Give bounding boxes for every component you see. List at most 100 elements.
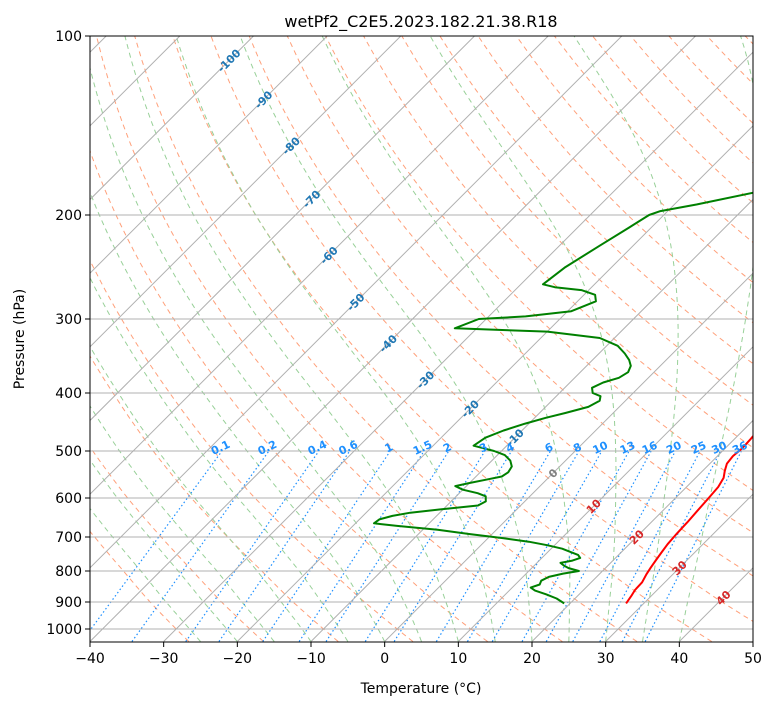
isotherm-label: -30 <box>414 368 437 391</box>
plot-area: -100-90-80-70-60-50-40-30-20-10010203040… <box>0 9 775 642</box>
mixing-ratio-line <box>185 450 320 642</box>
moist-adiabat-line <box>429 36 617 642</box>
dry-adiabat-line <box>553 36 753 244</box>
y-axis-label: Pressure (hPa) <box>12 289 28 389</box>
isotherm-line <box>90 36 476 422</box>
isotherm-label: 40 <box>714 588 734 608</box>
isotherm-line <box>678 567 753 642</box>
isotherm-label: -90 <box>252 88 275 111</box>
y-tick-label: 300 <box>55 312 82 328</box>
y-tick-label: 200 <box>55 208 82 224</box>
x-axis: −40 −30 −20 −10 0 10 20 30 40 50 <box>75 642 762 667</box>
x-tick-label: −30 <box>149 651 179 667</box>
mixing-ratio-line <box>218 450 351 642</box>
mixing-ratio-label: 0.2 <box>256 438 279 458</box>
y-tick-label: 500 <box>55 444 82 460</box>
moist-adiabat-line <box>90 190 386 642</box>
mixing-ratio-line <box>572 450 676 642</box>
mixing-ratio-line <box>325 450 450 642</box>
x-tick-label: −10 <box>296 651 326 667</box>
dry-adiabat-line <box>324 36 753 492</box>
dry-adiabat-line <box>172 36 712 642</box>
isotherm-line <box>90 36 402 348</box>
moist-adiabat-line <box>573 36 679 642</box>
moist-adiabat-line <box>175 36 496 642</box>
dry-adiabat-line <box>757 9 775 642</box>
moist-adiabat-line <box>90 345 312 642</box>
dry-adiabat-line <box>210 36 753 622</box>
x-tick-label: 50 <box>744 651 762 667</box>
isotherm-line <box>236 125 753 642</box>
chart-title: wetPf2_C2E5.2023.182.21.38.R18 <box>284 12 557 32</box>
mixing-ratio-line <box>364 450 486 642</box>
dry-adiabat-line <box>90 530 190 642</box>
isotherms <box>0 9 753 642</box>
mixing-ratio-line <box>491 450 603 642</box>
x-tick-label: −20 <box>223 651 253 667</box>
isotherm-line <box>90 36 697 642</box>
x-tick-label: 0 <box>380 651 389 667</box>
y-tick-label: 1000 <box>46 622 82 638</box>
mixing-ratio-label: 10 <box>591 439 611 457</box>
dry-adiabat-line <box>477 36 753 324</box>
isotherm-line <box>90 36 623 569</box>
isotherm-line <box>90 36 549 495</box>
isotherm-line <box>90 36 181 127</box>
mixing-ratio-label: 0.1 <box>209 438 232 458</box>
mixing-ratio-label: 1 <box>383 440 395 455</box>
x-tick-label: 30 <box>597 651 615 667</box>
x-axis-label: Temperature (°C) <box>360 681 482 697</box>
mixing-ratio-line <box>521 450 630 642</box>
moist-adiabat-line <box>124 36 459 642</box>
isotherm-line <box>0 9 60 642</box>
mixing-ratio-label: 25 <box>689 439 708 457</box>
dry-adiabat-line <box>439 36 753 365</box>
dry-adiabat-line <box>630 36 753 164</box>
dry-adiabat-line <box>591 36 753 204</box>
y-tick-label: 600 <box>55 491 82 507</box>
isotherm-line <box>752 640 753 642</box>
x-tick-label: −40 <box>75 651 105 667</box>
isotherm-line <box>90 36 328 274</box>
dry-adiabat-line <box>363 36 753 449</box>
moist-adiabat-line <box>90 65 422 642</box>
isotherm-line <box>90 36 255 201</box>
sounding-series <box>373 191 753 605</box>
temperature-line <box>625 434 753 604</box>
mixing-ratio-line <box>435 450 552 642</box>
mixing-ratio-label: 16 <box>640 439 660 457</box>
x-tick-label: 20 <box>523 651 541 667</box>
isotherm-line <box>531 419 753 642</box>
moist-adiabat-line <box>90 459 238 642</box>
mixing-ratio-line <box>131 450 270 642</box>
mixing-ratio-label: 36 <box>730 439 750 457</box>
mixing-ratio-label: 30 <box>709 439 729 457</box>
y-tick-label: 400 <box>55 386 82 402</box>
mixing-ratio-line <box>298 450 425 642</box>
moist-adiabat-line <box>90 507 201 642</box>
moist-adiabat-line <box>90 405 275 642</box>
isobars <box>90 36 753 630</box>
y-tick-label: 100 <box>55 29 82 45</box>
mixing-ratio-line <box>466 450 580 642</box>
mixing-ratio-line <box>262 450 391 642</box>
y-tick-label: 800 <box>55 564 82 580</box>
dry-adiabat-line <box>706 36 753 85</box>
mixing-ratio-label: 0.6 <box>337 438 360 458</box>
dewpoint-line <box>373 191 753 605</box>
dry-adiabat-line <box>95 36 563 642</box>
y-tick-label: 900 <box>55 595 82 611</box>
isotherm-line <box>310 198 753 642</box>
y-axis: 100 200 300 400 500 600 700 800 900 1000 <box>46 29 90 638</box>
dry-adiabat-line <box>248 36 753 577</box>
mixing-ratio-line <box>90 450 223 632</box>
isotherm-line <box>384 272 753 642</box>
dry-adiabat-line <box>90 445 264 642</box>
isotherm-line <box>163 51 753 642</box>
moist-adiabat-line <box>321 36 571 642</box>
isotherm-line <box>605 493 753 642</box>
isotherm-label: -70 <box>300 188 323 211</box>
isotherm-label: 30 <box>670 558 690 578</box>
isotherm-line <box>457 346 753 642</box>
